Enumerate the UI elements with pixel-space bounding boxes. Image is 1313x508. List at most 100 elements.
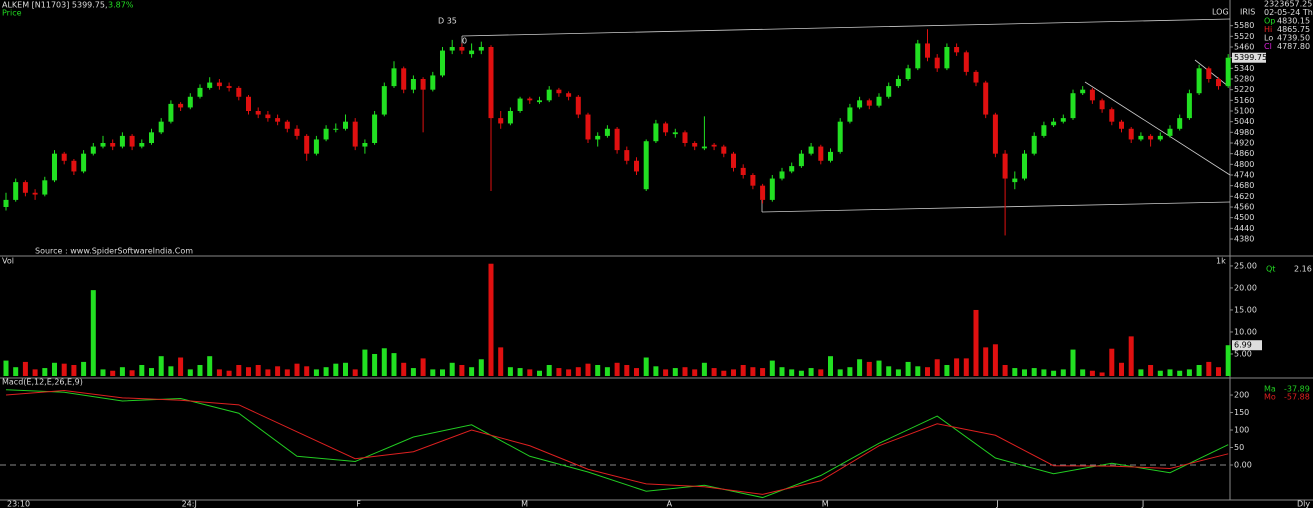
- candle-body: [469, 50, 475, 55]
- candle-body: [168, 103, 174, 122]
- trend-line: [1194, 59, 1229, 87]
- iris-label: IRIS: [1240, 8, 1255, 17]
- volume-bar: [401, 362, 407, 376]
- trend-line: [761, 201, 1231, 213]
- candle-body: [420, 79, 426, 90]
- candle-body: [42, 180, 48, 195]
- volume-bar: [740, 364, 746, 376]
- volume-bar: [498, 347, 504, 376]
- volume-bar: [1099, 372, 1105, 376]
- volume-bar: [449, 362, 455, 376]
- candle-body: [323, 128, 329, 140]
- y-tick-label: 5220: [1234, 85, 1254, 94]
- log-label: LOG: [1212, 8, 1229, 17]
- candle-body: [352, 121, 358, 147]
- volume-bar: [323, 367, 329, 376]
- legend-value: -57.88: [1284, 393, 1310, 402]
- volume-bar: [701, 362, 707, 376]
- x-tick-label: 23:10: [7, 500, 30, 508]
- candle-body: [90, 146, 96, 154]
- volume-bar: [110, 370, 116, 376]
- candle-body: [828, 151, 833, 161]
- volume-bar: [255, 364, 261, 376]
- y-tick-label: 150: [1234, 408, 1249, 417]
- volume-bar: [381, 348, 387, 376]
- candle-body: [22, 182, 28, 193]
- volume-bar: [1089, 370, 1095, 376]
- candle-body: [653, 123, 659, 142]
- volume-bar: [604, 367, 610, 376]
- volume-bar: [866, 361, 872, 376]
- volume-bar: [672, 368, 678, 376]
- candle-body: [1206, 68, 1212, 79]
- volume-bar: [769, 360, 775, 376]
- volume-bar: [333, 363, 339, 376]
- y-tick-label: 5580: [1234, 21, 1254, 30]
- volume-bar: [585, 363, 591, 376]
- annotation: 0: [462, 37, 467, 46]
- volume-bar: [634, 368, 639, 376]
- candle-body: [1002, 153, 1008, 179]
- candle-body: [304, 135, 310, 154]
- volume-bar: [52, 362, 57, 376]
- volume-bar: [857, 359, 863, 376]
- volume-bar: [1080, 369, 1086, 376]
- volume-bar: [847, 367, 853, 376]
- candle-body: [1041, 125, 1047, 136]
- candle-body: [1031, 135, 1037, 154]
- volume-bar: [1119, 362, 1124, 376]
- candle-body: [119, 135, 125, 147]
- volume-bar: [527, 369, 533, 376]
- volume-bar: [895, 369, 901, 376]
- info-label: Op: [1264, 17, 1275, 26]
- candle-body: [663, 123, 669, 133]
- candle-body: [915, 43, 921, 69]
- info-label: 02-05-24 Th: [1264, 8, 1313, 17]
- candle-body: [187, 96, 193, 108]
- volume-bar: [236, 364, 242, 376]
- volume-bar: [1041, 369, 1047, 376]
- volume-bar: [517, 368, 523, 376]
- volume-bar: [352, 369, 358, 376]
- volume-bar: [711, 368, 717, 376]
- volume-bar: [207, 356, 213, 376]
- y-tick-label: 5520: [1234, 32, 1254, 41]
- panel-title: Macd(E,12,E,26,E,9): [2, 378, 83, 387]
- volume-bar: [1138, 369, 1144, 376]
- trend-line: [1084, 81, 1231, 176]
- candle-body: [963, 52, 969, 72]
- candle-body: [760, 185, 766, 200]
- volume-bar: [420, 358, 426, 376]
- x-tick-label: 24:J: [182, 500, 197, 508]
- candle-body: [750, 175, 756, 186]
- y-tick-label: 4380: [1234, 235, 1254, 244]
- volume-bar: [983, 347, 989, 376]
- volume-bar: [22, 361, 28, 376]
- volume-bar: [343, 362, 348, 376]
- candle-body: [944, 47, 950, 69]
- volume-bar: [537, 370, 542, 376]
- volume-bar: [1216, 367, 1221, 376]
- candle-body: [333, 128, 339, 130]
- volume-bar: [42, 368, 48, 376]
- symbol-title: ALKEM [N11703] 5399.75,: [2, 1, 108, 10]
- candle-body: [731, 153, 736, 168]
- candle-body: [440, 50, 445, 76]
- candle-body: [575, 96, 581, 115]
- candle-body: [265, 114, 271, 119]
- candle-body: [139, 143, 145, 147]
- trend-line: [461, 18, 1231, 37]
- volume-bar: [1225, 345, 1231, 376]
- candle-body: [449, 47, 455, 51]
- x-tick-label: A: [667, 500, 673, 508]
- volume-bar: [81, 361, 87, 376]
- volume-bar: [837, 369, 843, 376]
- volume-bar: [362, 349, 368, 376]
- candle-body: [701, 146, 707, 149]
- volume-bar: [440, 369, 445, 376]
- volume-bar: [1206, 361, 1212, 376]
- y-tick-label: 20.00: [1234, 283, 1257, 292]
- x-tick-label: M: [521, 500, 528, 508]
- candle-body: [381, 86, 387, 115]
